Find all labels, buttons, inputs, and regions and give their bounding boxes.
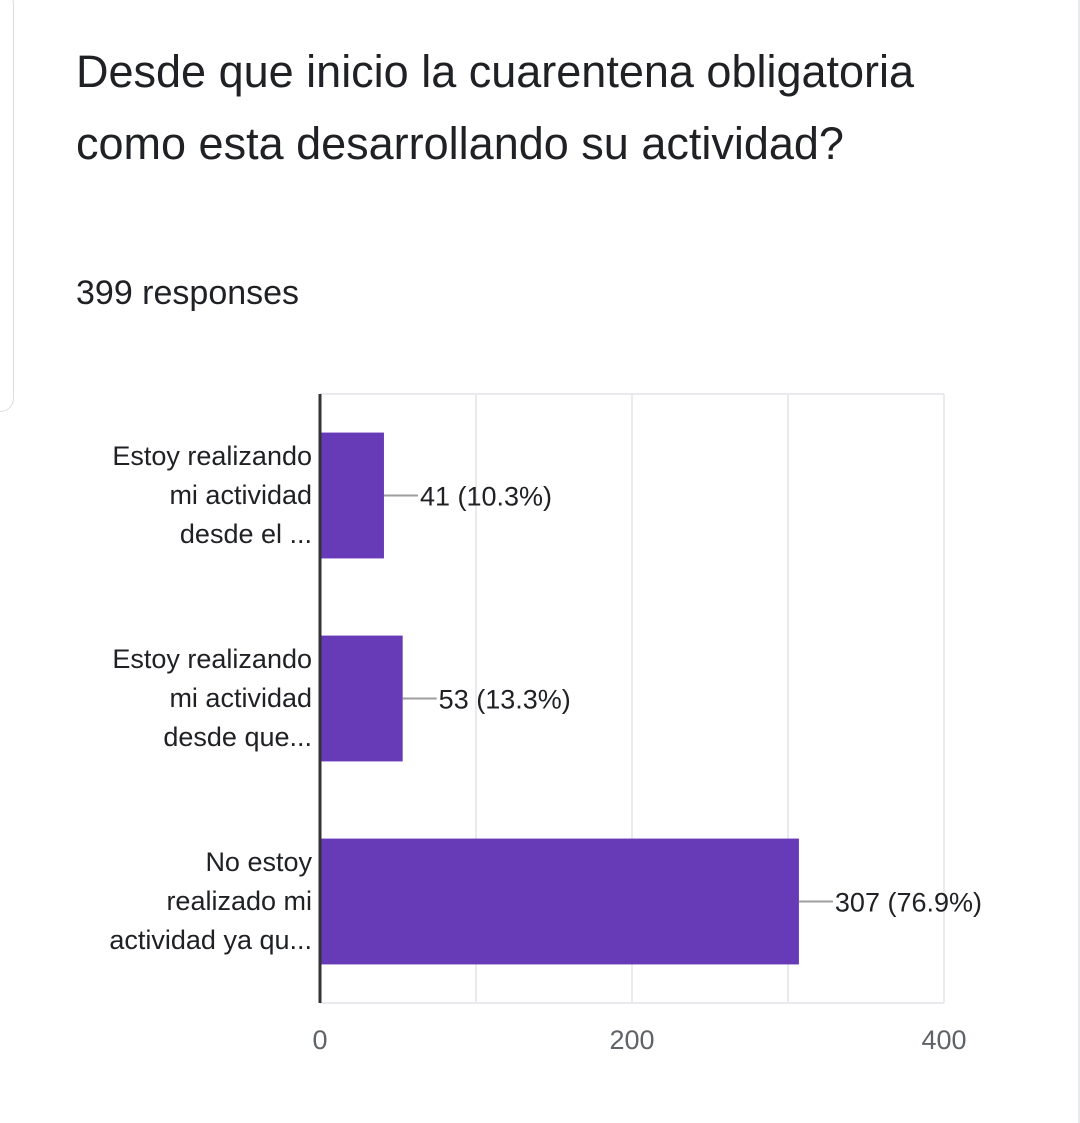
category-label-line: actividad ya qu... xyxy=(109,925,312,955)
page-edge xyxy=(1078,0,1080,1123)
data-label: 53 (13.3%) xyxy=(439,685,571,715)
category-label-line: No estoy xyxy=(205,847,312,877)
x-tick-label: 0 xyxy=(312,1025,327,1055)
category-label-line: desde el ... xyxy=(179,519,312,549)
category-label: Estoy realizando mi actividad desde el ... xyxy=(12,437,312,554)
category-label: Estoy realizando mi actividad desde que... xyxy=(12,640,312,757)
bar xyxy=(320,432,384,559)
response-count: 399 responses xyxy=(76,274,300,312)
data-label: 307 (76.9%) xyxy=(835,888,982,918)
bar xyxy=(320,838,799,965)
category-label-line: mi actividad xyxy=(169,480,312,510)
category-label-line: Estoy realizando xyxy=(112,441,312,471)
bar xyxy=(320,635,403,762)
category-label-line: realizado mi xyxy=(166,886,312,916)
category-label-line: mi actividad xyxy=(169,683,312,713)
x-tick-label: 400 xyxy=(921,1025,966,1055)
category-label-line: desde que... xyxy=(163,722,312,752)
category-label: No estoy realizado mi actividad ya qu... xyxy=(12,843,312,960)
data-label: 41 (10.3%) xyxy=(420,482,552,512)
question-title: Desde que inicio la cuarentena obligator… xyxy=(76,46,915,169)
category-label-line: Estoy realizando xyxy=(112,644,312,674)
x-tick-label: 200 xyxy=(609,1025,654,1055)
